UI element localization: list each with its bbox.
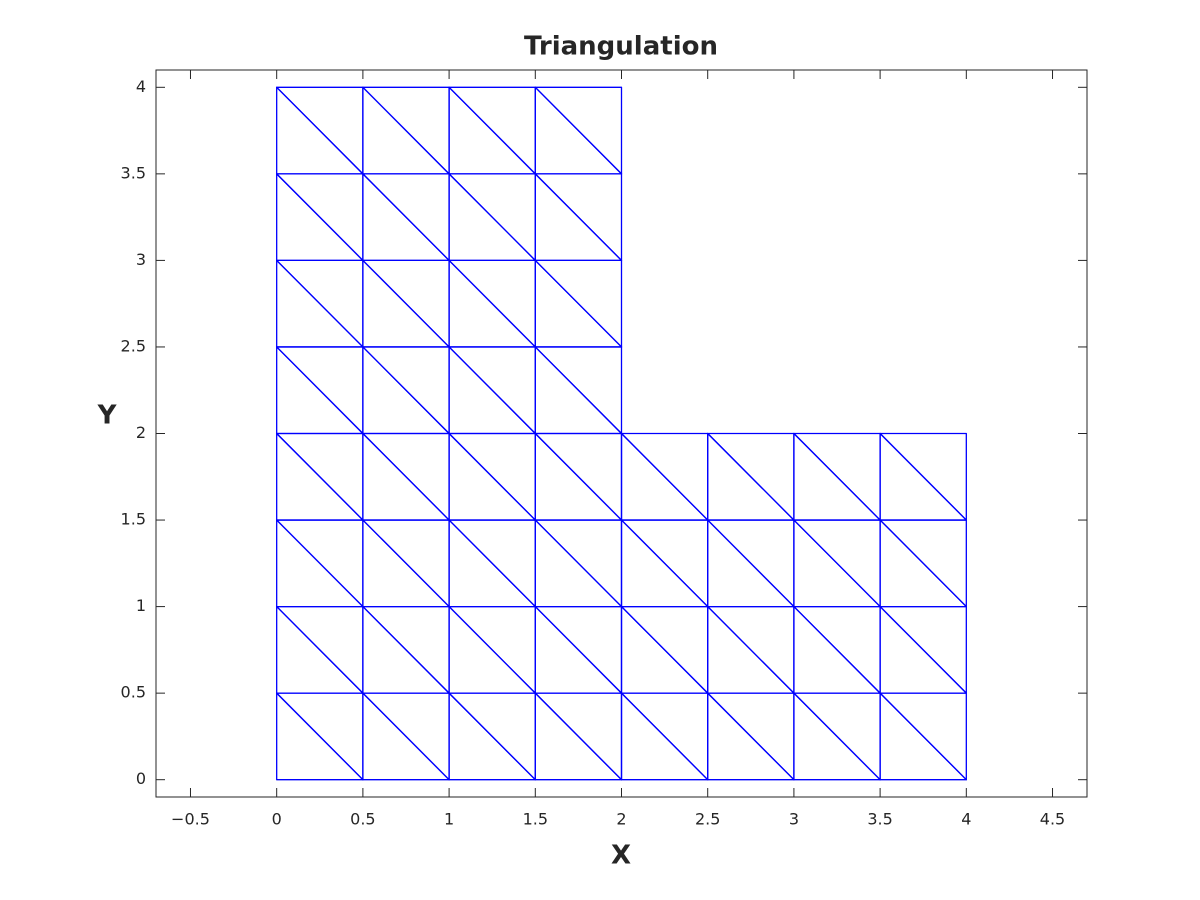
x-axis-label: X <box>611 841 631 871</box>
y-tick-label: 2.5 <box>121 336 146 355</box>
mesh-triangle <box>534 86 623 175</box>
x-tick-label: 2.5 <box>695 810 720 829</box>
y-tick-label: 3.5 <box>121 163 146 182</box>
x-tick-label: 4 <box>961 810 971 829</box>
x-tick-label: 1.5 <box>523 810 548 829</box>
x-tick-label: 1 <box>444 810 454 829</box>
chart-title: Triangulation <box>524 32 718 62</box>
y-tick-label: 0 <box>136 769 146 788</box>
x-tick-label: 0.5 <box>350 810 375 829</box>
x-tick-label: −0.5 <box>171 810 210 829</box>
x-tick-label: 3 <box>789 810 799 829</box>
y-tick-label: 2 <box>136 423 146 442</box>
y-tick-label: 1.5 <box>121 510 146 529</box>
x-tick-label: 3.5 <box>867 810 892 829</box>
x-tick-label: 4.5 <box>1040 810 1065 829</box>
y-tick-label: 4 <box>136 77 146 96</box>
y-tick-label: 3 <box>136 250 146 269</box>
mesh-triangle <box>879 432 967 521</box>
y-tick-label: 0.5 <box>121 683 146 702</box>
y-axis-label: Y <box>97 401 118 431</box>
y-tick-label: 1 <box>136 596 146 615</box>
x-tick-label: 2 <box>616 810 626 829</box>
x-tick-label: 0 <box>272 810 282 829</box>
